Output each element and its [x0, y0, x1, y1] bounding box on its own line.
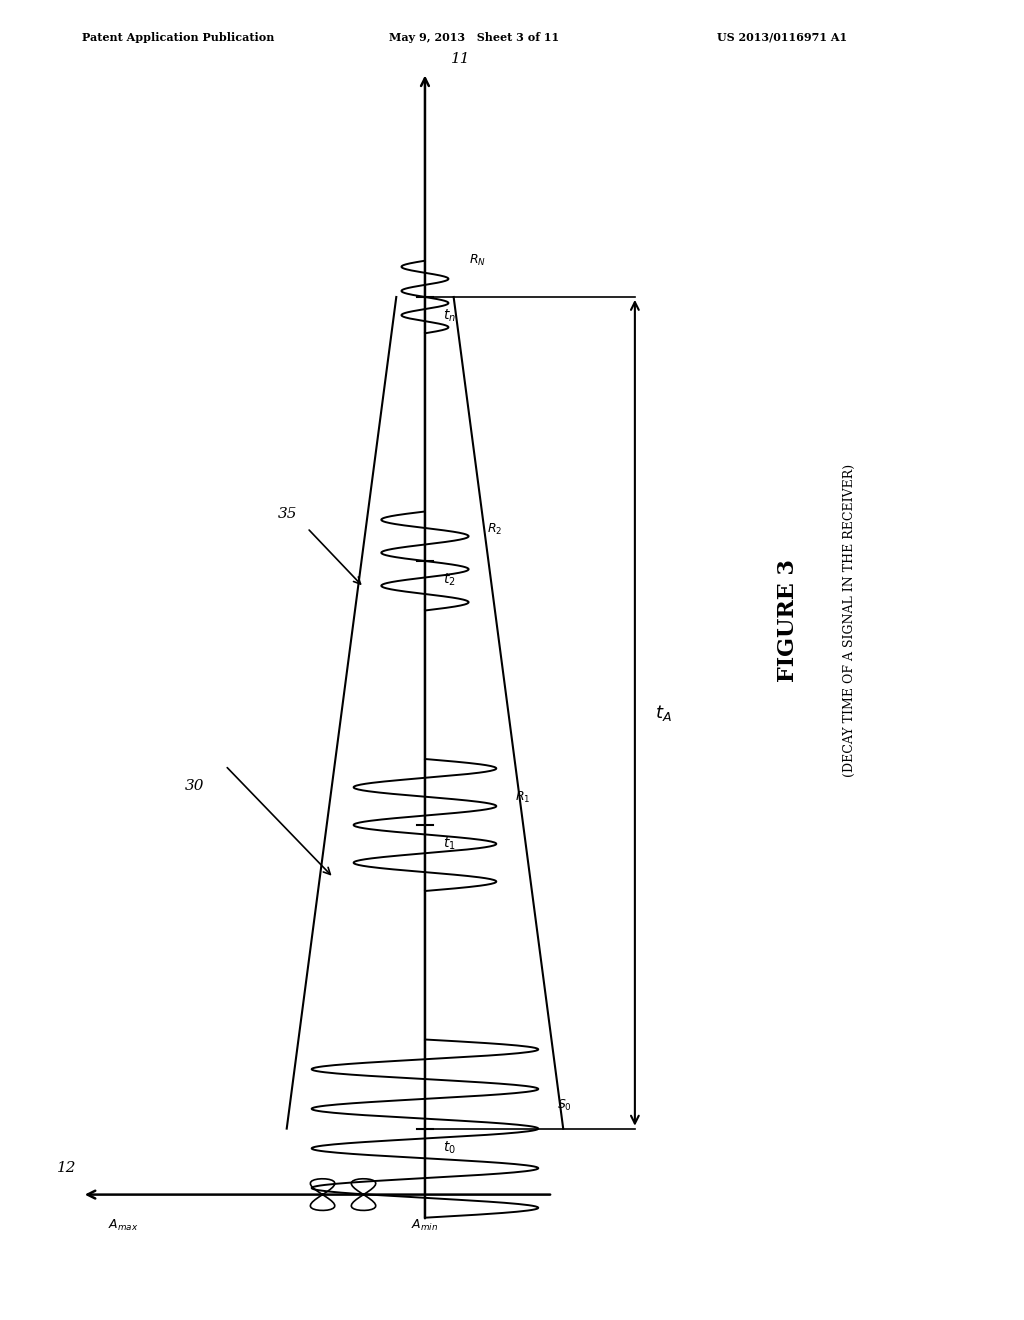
Text: 30: 30 — [185, 779, 205, 793]
Text: $t_0$: $t_0$ — [443, 1139, 457, 1155]
Text: May 9, 2013   Sheet 3 of 11: May 9, 2013 Sheet 3 of 11 — [389, 32, 559, 44]
Text: (DECAY TIME OF A SIGNAL IN THE RECEIVER): (DECAY TIME OF A SIGNAL IN THE RECEIVER) — [844, 463, 856, 777]
Text: $R_2$: $R_2$ — [487, 523, 503, 537]
Text: $R_N$: $R_N$ — [469, 253, 486, 268]
Text: $A_{min}$: $A_{min}$ — [412, 1218, 438, 1233]
Text: 11: 11 — [451, 51, 470, 66]
Text: $R_1$: $R_1$ — [515, 791, 530, 805]
Text: 35: 35 — [278, 507, 297, 521]
Text: $t_1$: $t_1$ — [443, 836, 456, 851]
Text: $A_{max}$: $A_{max}$ — [108, 1218, 138, 1233]
Text: $t_A$: $t_A$ — [655, 702, 672, 723]
Text: FIGURE 3: FIGURE 3 — [777, 558, 800, 682]
Text: $t_2$: $t_2$ — [443, 572, 456, 587]
Text: US 2013/0116971 A1: US 2013/0116971 A1 — [717, 32, 847, 44]
Text: $t_n$: $t_n$ — [443, 308, 457, 323]
Text: Patent Application Publication: Patent Application Publication — [82, 32, 274, 44]
Text: 12: 12 — [57, 1160, 77, 1175]
Text: $S_0$: $S_0$ — [557, 1098, 571, 1113]
